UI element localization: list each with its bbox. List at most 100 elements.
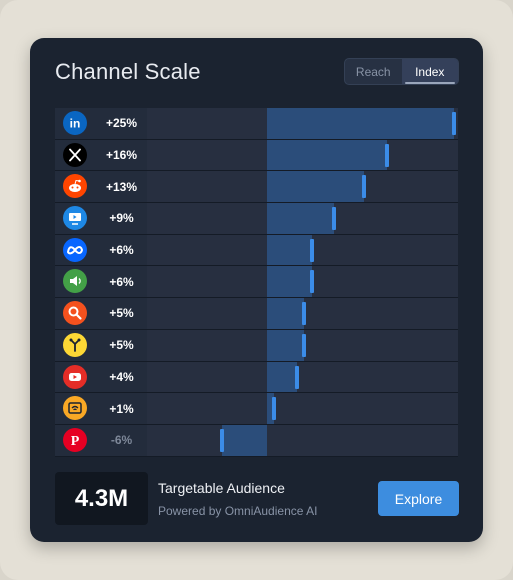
channel-bar-cap: [309, 270, 314, 294]
channel-row: in +25%: [55, 108, 458, 140]
channel-bar-cap: [294, 365, 299, 389]
channel-bar: [267, 298, 305, 329]
channel-bar-cap: [309, 238, 314, 262]
wifi-icon: [63, 396, 87, 421]
search-icon: [63, 301, 87, 326]
channel-row: +5%: [55, 298, 458, 330]
explore-button[interactable]: Explore: [378, 481, 459, 516]
bar-track: [147, 393, 458, 424]
channel-row: +6%: [55, 234, 458, 267]
channel-index-label: +5%: [96, 329, 147, 361]
toggle-reach[interactable]: Reach: [355, 64, 391, 79]
bar-track: [147, 329, 458, 361]
channel-row: +16%: [55, 139, 458, 172]
toggle-index[interactable]: Index: [401, 59, 458, 84]
bar-track: [147, 108, 458, 139]
channel-index-label: +25%: [96, 108, 147, 139]
row-divider: [55, 265, 458, 267]
channel-row: +5%: [55, 329, 458, 362]
row-divider: [55, 455, 458, 457]
bar-track: [147, 424, 458, 456]
ctv-icon: [63, 206, 87, 231]
channel-bar-cap: [272, 397, 277, 421]
channel-bar-cap: [362, 175, 367, 199]
pinterest-icon: P: [63, 427, 87, 452]
channel-bar: [267, 234, 312, 266]
channel-icon-cell: [55, 171, 96, 203]
channel-bar-cap: [332, 207, 337, 231]
bar-track: [147, 139, 458, 171]
channel-icon-cell: P: [55, 424, 96, 456]
channel-icon-cell: [55, 234, 96, 266]
x-icon: [63, 142, 87, 167]
card-title: Channel Scale: [55, 59, 201, 84]
row-divider: [55, 392, 458, 394]
audience-value: 4.3M: [55, 472, 148, 525]
channel-bar: [222, 424, 267, 456]
row-divider: [55, 233, 458, 235]
channel-icon-cell: in: [55, 108, 96, 139]
audio-icon: [63, 269, 87, 294]
channel-bar: [267, 108, 454, 139]
channel-icon-cell: [55, 139, 96, 171]
channel-bar-cap: [452, 112, 456, 135]
channel-row: +1%: [55, 393, 458, 425]
row-divider: [55, 202, 458, 204]
channel-bar-cap: [220, 428, 225, 452]
channel-row: +6%: [55, 266, 458, 299]
channel-icon-cell: [55, 361, 96, 393]
channel-bar: [267, 393, 275, 424]
row-divider: [55, 328, 458, 330]
audience-title: Targetable Audience: [158, 480, 285, 496]
programmatic-icon: [63, 332, 87, 357]
channel-bar: [267, 329, 305, 361]
svg-text:P: P: [71, 434, 80, 449]
channel-scale-card: Channel Scale Reach Index in +25% +16% +13%…: [30, 38, 483, 542]
channel-bar: [267, 171, 365, 203]
channel-row: +9%: [55, 203, 458, 235]
reddit-icon: [63, 174, 87, 199]
channel-bar: [267, 361, 297, 393]
bar-track: [147, 298, 458, 329]
row-divider: [55, 297, 458, 299]
channel-index-label: +4%: [96, 361, 147, 393]
svg-text:in: in: [70, 117, 81, 131]
channel-index-label: -6%: [96, 424, 147, 456]
bar-track: [147, 234, 458, 266]
channel-index-label: +6%: [96, 266, 147, 298]
channel-index-label: +6%: [96, 234, 147, 266]
meta-icon: [63, 237, 87, 262]
channel-bar-cap: [302, 333, 307, 357]
bar-track: [147, 266, 458, 298]
channel-index-label: +5%: [96, 298, 147, 329]
channel-index-label: +1%: [96, 393, 147, 424]
channel-index-label: +13%: [96, 171, 147, 203]
linkedin-icon: in: [63, 111, 87, 135]
row-divider: [55, 423, 458, 425]
channel-bar-cap: [384, 143, 389, 167]
bar-track: [147, 203, 458, 234]
row-divider: [55, 138, 458, 140]
channel-bar: [267, 203, 335, 234]
channel-icon-cell: [55, 329, 96, 361]
channel-index-label: +16%: [96, 139, 147, 171]
channel-icon-cell: [55, 393, 96, 424]
channel-row: P -6%: [55, 424, 458, 457]
channel-bar: [267, 139, 387, 171]
channel-icon-cell: [55, 298, 96, 329]
channel-index-label: +9%: [96, 203, 147, 234]
powered-by-text: Powered by OmniAudience AI: [158, 504, 318, 518]
row-divider: [55, 360, 458, 362]
channel-icon-cell: [55, 266, 96, 298]
bar-track: [147, 361, 458, 393]
youtube-icon: [63, 364, 87, 389]
channel-row: +4%: [55, 361, 458, 394]
channel-bar: [267, 266, 312, 298]
channel-icon-cell: [55, 203, 96, 234]
channel-bar-chart: in +25% +16% +13% +9% +6% +6% +5% +5% +4% +1% P -6%: [55, 108, 458, 457]
channel-bar-cap: [302, 302, 307, 326]
row-divider: [55, 170, 458, 172]
channel-row: +13%: [55, 171, 458, 204]
view-toggle: Reach Index: [344, 58, 459, 85]
